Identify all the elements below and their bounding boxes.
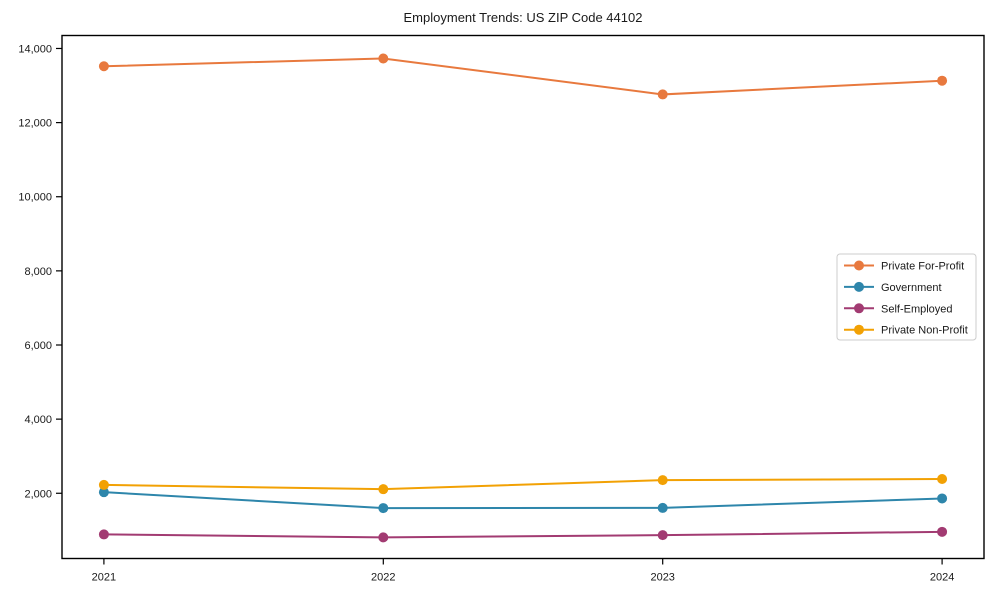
y-axis-tick-label: 10,000 [18,192,52,204]
series-line-private-non-profit [103,477,943,491]
legend-marker-government [854,281,864,292]
series-marker-self-employed [378,532,389,543]
legend-marker-private-for-profit [854,260,864,271]
legend-label-self-employed: Self-Employed [881,303,953,315]
series-marker-self-employed [98,529,109,540]
x-axis-tick-label: 2024 [930,572,954,584]
series-marker-self-employed [937,526,948,537]
legend-marker-private-non-profit [854,324,864,335]
chart-title: Employment Trends: US ZIP Code 44102 [404,10,643,25]
series-marker-private-non-profit [657,475,668,486]
y-axis-tick-label: 14,000 [18,43,52,55]
x-axis-tick-label: 2022 [371,572,395,584]
series-marker-private-for-profit [378,53,389,64]
series-line-self-employed [103,530,943,539]
legend-label-private-non-profit: Private Non-Profit [881,325,968,337]
series-line-private-for-profit [103,57,943,96]
legend-label-private-for-profit: Private For-Profit [881,261,964,273]
series-marker-government [657,502,668,513]
series-marker-government [937,493,948,504]
y-axis-tick-label: 6,000 [24,340,52,352]
series-marker-private-non-profit [98,479,109,490]
x-axis-tick-label: 2021 [92,572,116,584]
plot-frame [61,34,985,560]
series-line-government [103,491,943,510]
y-axis-tick-label: 12,000 [18,118,52,130]
legend-box [836,253,977,341]
y-axis-tick-label: 2,000 [24,488,52,500]
series-marker-private-for-profit [937,75,948,86]
series-marker-private-for-profit [657,89,668,100]
series-marker-private-non-profit [937,473,948,484]
legend-marker-self-employed [854,303,864,314]
series-marker-self-employed [657,530,668,541]
series-marker-private-non-profit [378,484,389,495]
y-axis-tick-label: 8,000 [24,266,52,278]
legend-label-government: Government [881,282,942,294]
y-axis-tick-label: 4,000 [24,414,52,426]
x-axis-tick-label: 2023 [650,572,674,584]
series-marker-private-for-profit [98,61,109,72]
series-marker-government [98,487,109,498]
series-marker-government [378,503,389,514]
